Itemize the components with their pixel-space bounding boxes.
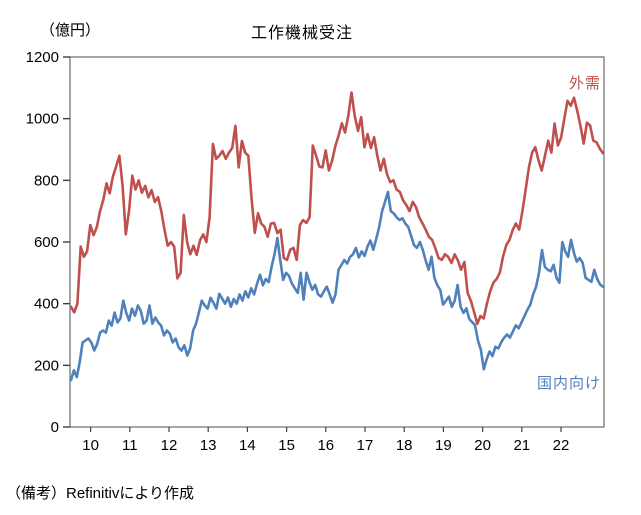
x-axis-tick-label: 11	[122, 437, 138, 454]
x-axis-tick-label: 18	[396, 437, 413, 454]
x-axis-tick-label: 10	[82, 437, 99, 454]
series-line-foreign	[69, 91, 605, 326]
series-label-domestic-demand: 国内向け	[536, 375, 601, 392]
series-line-domestic	[69, 190, 605, 382]
y-axis-tick-label: 800	[34, 172, 59, 189]
x-axis-tick-label: 14	[239, 437, 256, 454]
x-axis-tick-label: 22	[553, 437, 570, 454]
chart-title: 工作機械受注	[250, 25, 353, 42]
y-axis-tick-label: 400	[34, 296, 59, 313]
x-axis-tick-label: 12	[161, 437, 178, 454]
x-axis-tick-label: 15	[278, 437, 295, 454]
y-axis-tick-label: 200	[34, 357, 59, 374]
y-axis-unit-label: （億円）	[40, 22, 101, 39]
x-axis-tick-label: 20	[474, 437, 491, 454]
x-axis-tick-label: 17	[357, 437, 374, 454]
y-axis-tick-label: 0	[51, 419, 59, 436]
y-axis-tick-label: 600	[34, 234, 59, 251]
y-axis-tick-label: 1200	[26, 49, 59, 66]
x-axis-tick-label: 13	[200, 437, 217, 454]
y-axis-tick-label: 1000	[26, 111, 59, 128]
x-axis-tick-label: 16	[317, 437, 334, 454]
plot-frame	[69, 56, 605, 428]
series-label-foreign-demand: 外需	[568, 75, 601, 92]
source-footnote: （備考）Refinitivにより作成	[6, 485, 195, 502]
x-axis-tick-label: 19	[435, 437, 452, 454]
x-axis-tick-label: 21	[513, 437, 530, 454]
